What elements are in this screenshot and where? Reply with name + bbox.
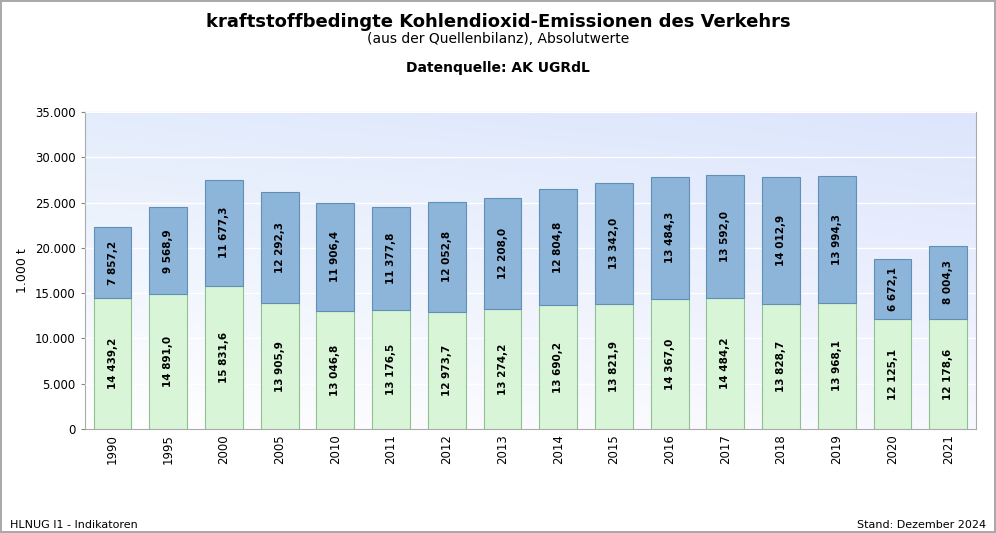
Text: 12 178,6: 12 178,6: [943, 348, 953, 400]
Bar: [650, 177, 688, 299]
Bar: [261, 303, 299, 429]
Text: Stand: Dezember 2024: Stand: Dezember 2024: [857, 520, 986, 530]
Bar: [205, 286, 243, 429]
Bar: [873, 319, 911, 429]
Bar: [706, 175, 744, 298]
Bar: [595, 183, 632, 304]
Text: 15 831,6: 15 831,6: [219, 332, 229, 383]
Text: 13 484,3: 13 484,3: [664, 212, 674, 263]
Bar: [205, 180, 243, 286]
Y-axis label: 1.000 t: 1.000 t: [16, 248, 29, 293]
Text: 14 484,2: 14 484,2: [720, 338, 730, 389]
Bar: [317, 203, 355, 311]
Bar: [149, 207, 187, 294]
Bar: [539, 189, 577, 305]
Text: 13 176,5: 13 176,5: [386, 344, 396, 395]
Text: 12 125,1: 12 125,1: [887, 349, 897, 400]
Text: 13 046,8: 13 046,8: [331, 344, 341, 395]
Text: 13 342,0: 13 342,0: [609, 218, 619, 269]
Bar: [373, 310, 410, 429]
Text: kraftstoffbedingte Kohlendioxid-Emissionen des Verkehrs: kraftstoffbedingte Kohlendioxid-Emission…: [206, 13, 790, 31]
Text: 7 857,2: 7 857,2: [108, 240, 118, 285]
Bar: [873, 259, 911, 319]
Bar: [929, 319, 967, 429]
Text: 12 973,7: 12 973,7: [442, 345, 452, 396]
Text: 13 274,2: 13 274,2: [498, 343, 508, 394]
Text: 12 052,8: 12 052,8: [442, 231, 452, 282]
Text: 9 568,9: 9 568,9: [163, 229, 173, 272]
Text: 11 906,4: 11 906,4: [331, 231, 341, 282]
Text: 11 377,8: 11 377,8: [386, 232, 396, 284]
Bar: [428, 311, 466, 429]
Text: 6 672,1: 6 672,1: [887, 267, 897, 311]
Text: 13 828,7: 13 828,7: [776, 341, 786, 392]
Text: 13 592,0: 13 592,0: [720, 211, 730, 262]
Bar: [149, 294, 187, 429]
Bar: [818, 303, 856, 429]
Text: (aus der Quellenbilanz), Absolutwerte: (aus der Quellenbilanz), Absolutwerte: [367, 32, 629, 46]
Bar: [706, 298, 744, 429]
Text: 13 821,9: 13 821,9: [609, 341, 619, 392]
Text: 14 891,0: 14 891,0: [163, 336, 173, 387]
Text: 13 905,9: 13 905,9: [275, 341, 285, 392]
Text: 14 367,0: 14 367,0: [664, 338, 674, 390]
Bar: [94, 298, 131, 429]
Bar: [484, 309, 522, 429]
Bar: [818, 176, 856, 303]
Bar: [428, 203, 466, 311]
Bar: [484, 198, 522, 309]
Bar: [317, 311, 355, 429]
Text: 12 292,3: 12 292,3: [275, 222, 285, 273]
Text: 8 004,3: 8 004,3: [943, 261, 953, 304]
Bar: [261, 192, 299, 303]
Bar: [595, 304, 632, 429]
Bar: [650, 299, 688, 429]
Bar: [539, 305, 577, 429]
Text: 13 994,3: 13 994,3: [832, 214, 842, 264]
Text: 13 968,1: 13 968,1: [832, 340, 842, 391]
Bar: [373, 207, 410, 310]
Bar: [762, 177, 800, 304]
Bar: [762, 304, 800, 429]
Text: 14 012,9: 14 012,9: [776, 215, 786, 266]
Text: 14 439,2: 14 439,2: [108, 338, 118, 389]
Text: Datenquelle: AK UGRdL: Datenquelle: AK UGRdL: [406, 61, 590, 75]
Text: 13 690,2: 13 690,2: [553, 342, 563, 392]
Bar: [929, 246, 967, 319]
Text: 12 208,0: 12 208,0: [498, 228, 508, 279]
Text: 12 804,8: 12 804,8: [553, 221, 563, 273]
Bar: [94, 227, 131, 298]
Text: HLNUG I1 - Indikatoren: HLNUG I1 - Indikatoren: [10, 520, 137, 530]
Text: 11 677,3: 11 677,3: [219, 207, 229, 259]
